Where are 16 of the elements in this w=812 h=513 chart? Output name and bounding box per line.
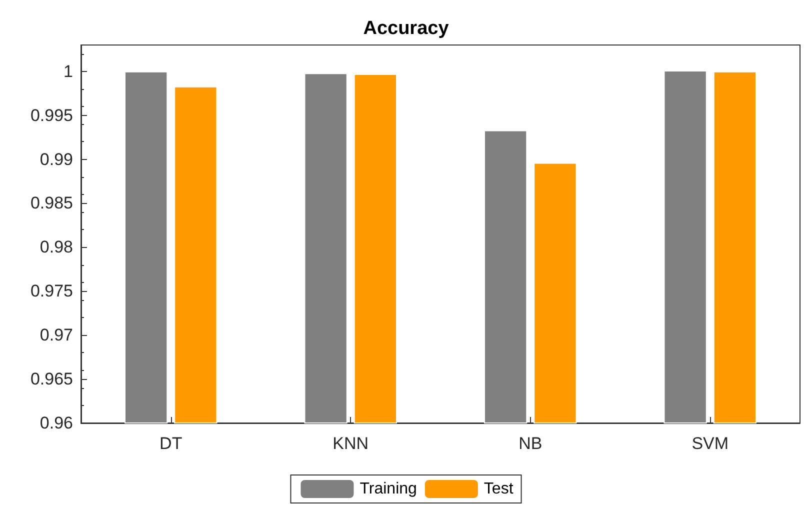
y-tick-label: 1 xyxy=(64,62,73,81)
x-tick-label: KNN xyxy=(332,434,369,453)
legend-label: Test xyxy=(484,480,514,498)
y-tick-label: 0.99 xyxy=(40,150,73,169)
y-tick-label: 0.96 xyxy=(40,414,73,432)
y-tick-label: 0.965 xyxy=(30,370,73,389)
y-tick-label: 0.97 xyxy=(40,326,73,345)
y-tick-label: 0.975 xyxy=(30,282,73,301)
y-tick-label: 0.985 xyxy=(30,194,73,213)
y-tick-label: 0.98 xyxy=(40,238,73,257)
y-tick-label: 0.995 xyxy=(30,106,73,125)
chart-title: Accuracy xyxy=(363,18,450,39)
x-tick-label: SVM xyxy=(692,434,729,453)
x-tick-label: NB xyxy=(518,434,542,453)
legend-label: Training xyxy=(360,480,417,498)
x-tick-label: DT xyxy=(160,434,182,453)
